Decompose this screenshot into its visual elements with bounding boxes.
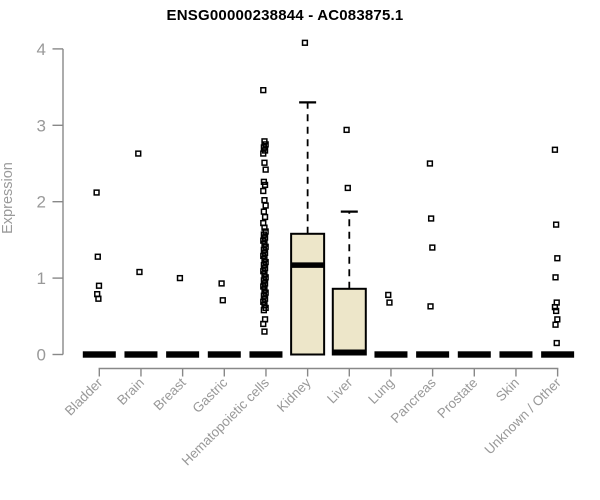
box-body [290, 232, 326, 356]
outliers-brain [135, 150, 143, 276]
boxplot-gastric [207, 351, 241, 358]
outlier-point [218, 280, 225, 287]
outlier-point [551, 303, 559, 311]
y-tick-label: 1 [37, 269, 46, 288]
outlier-point [260, 208, 268, 215]
outlier-point [261, 159, 268, 166]
outlier-point [261, 197, 268, 204]
flat-box [249, 351, 283, 358]
outlier-point [552, 274, 559, 281]
outlier-point [385, 291, 392, 299]
boxplot-pancreas [416, 351, 450, 358]
y-axis: 0 1 2 3 4 [37, 40, 64, 365]
boxplot-breast [166, 351, 200, 358]
boxplot-skin [499, 351, 533, 358]
outlier-point [261, 224, 268, 231]
flat-box [499, 351, 533, 358]
outliers-liver [343, 126, 351, 192]
boxplot-bladder [82, 351, 116, 358]
flat-box [457, 351, 491, 358]
x-tick-label-lung: Lung [365, 375, 397, 407]
outlier-point [386, 299, 393, 306]
outlier-point [551, 146, 559, 153]
outlier-point [219, 297, 226, 304]
outlier-point [176, 274, 184, 282]
outliers-lung [385, 291, 393, 306]
flat-box [374, 351, 408, 358]
outlier-point [262, 202, 269, 209]
outlier-point [426, 160, 434, 167]
boxplot-kidney [290, 101, 326, 356]
flat-box [166, 351, 200, 358]
boxplot-lung [374, 351, 408, 358]
outlier-point [95, 295, 102, 302]
outlier-point [261, 213, 269, 221]
boxplot-unknown-other [541, 351, 575, 358]
outliers-breast [176, 274, 184, 282]
x-tick-label-bladder: Bladder [62, 375, 106, 419]
outliers-kidney [301, 39, 309, 46]
boxplot-brain [124, 351, 158, 358]
chart-title: ENSG00000238844 - AC083875.1 [166, 7, 404, 24]
outlier-point [95, 282, 103, 289]
flat-box [541, 351, 575, 358]
boxplot-liver [331, 210, 367, 356]
outlier-point [260, 187, 267, 195]
flat-box [82, 351, 116, 358]
outlier-point [554, 316, 561, 323]
outlier-point [427, 215, 435, 222]
x-tick-label-brain: Brain [114, 375, 147, 408]
outlier-point [94, 253, 101, 260]
x-tick-label-skin: Skin [493, 375, 522, 404]
outlier-point [260, 320, 267, 328]
outlier-point [427, 303, 434, 310]
outlier-point [429, 244, 436, 251]
flat-box [124, 351, 158, 358]
outlier-point [552, 221, 560, 228]
outlier-point [554, 255, 561, 262]
outliers-pancreas [426, 160, 436, 310]
outlier-point [260, 150, 267, 157]
outlier-point [344, 184, 351, 192]
outlier-point [261, 181, 269, 189]
y-tick-label: 2 [37, 193, 46, 212]
outliers-bladder [93, 189, 103, 302]
outlier-point [553, 339, 560, 347]
outlier-point [301, 39, 309, 46]
x-tick-label-kidney: Kidney [274, 375, 314, 415]
outliers-unknown-other [551, 146, 561, 347]
outlier-point [552, 321, 559, 328]
outliers-gastric [218, 280, 226, 304]
outlier-point [552, 307, 560, 315]
x-tick-label-breast: Breast [151, 375, 189, 413]
outlier-point [261, 328, 268, 335]
boxplot-prostate [457, 351, 491, 358]
flat-box [207, 351, 241, 358]
x-tick-label-gastric: Gastric [190, 375, 231, 416]
x-tick-label-unknown-other: Unknown / Other [482, 375, 565, 458]
flat-box [416, 351, 450, 358]
outliers-hematopoietic-cells [260, 87, 269, 335]
x-tick-label-liver: Liver [324, 375, 356, 407]
y-tick-label: 4 [37, 40, 46, 59]
outlier-point [93, 189, 100, 196]
outlier-point [262, 166, 269, 173]
outlier-point [136, 268, 143, 276]
outlier-point [260, 307, 268, 314]
y-tick-label: 0 [37, 346, 46, 365]
x-tick-label-prostate: Prostate [434, 375, 480, 421]
outlier-point [135, 150, 142, 157]
outlier-point [343, 126, 350, 134]
x-tick-label-pancreas: Pancreas [388, 375, 439, 426]
boxplot-hematopoietic-cells [249, 351, 283, 358]
y-tick-label: 3 [37, 116, 46, 135]
outlier-point [260, 87, 267, 94]
box-body [331, 287, 367, 356]
